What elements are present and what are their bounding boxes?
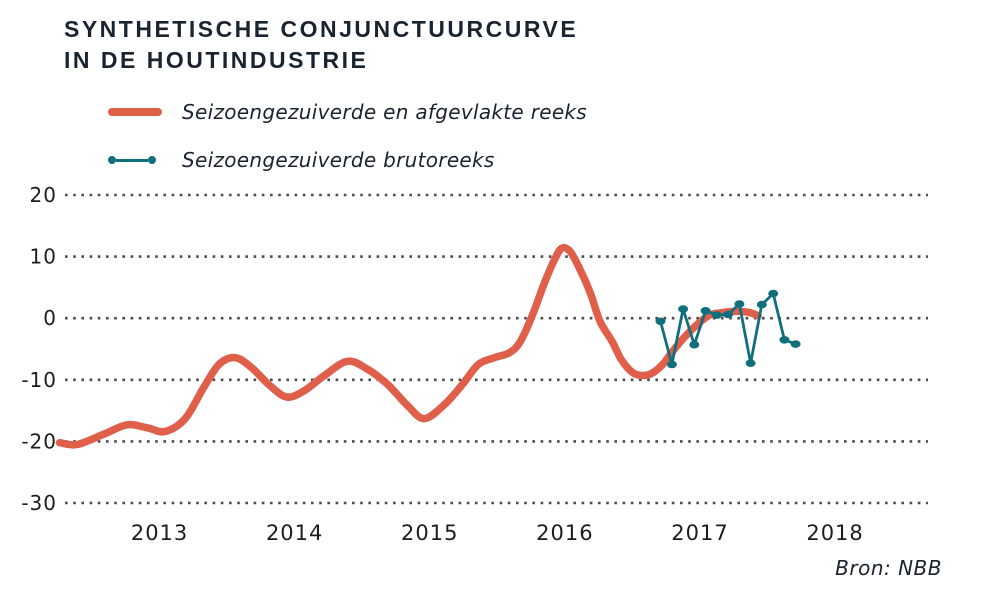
legend-item-gross: Seizoengezuiverde brutoreeks (108, 146, 587, 174)
y-tick-label: 0 (43, 306, 57, 330)
y-tick-label: 20 (30, 183, 57, 207)
x-tick-label: 2013 (131, 521, 188, 545)
y-tick-label: 10 (30, 245, 57, 269)
chart-title-line2: IN DE HOUTINDUSTRIE (64, 47, 369, 73)
chart-title-line1: SYNTHETISCHE CONJUNCTUURCURVE (64, 16, 579, 42)
gross-swatch-dot-right (148, 156, 156, 164)
x-tick-label: 2015 (401, 521, 458, 545)
legend: Seizoengezuiverde en afgevlakte reeks Se… (108, 98, 587, 194)
gross-series-marker (779, 336, 790, 344)
gross-series-marker (666, 360, 677, 369)
x-tick-label: 2018 (806, 521, 863, 545)
y-tick-label: -10 (21, 368, 57, 392)
x-tick-label: 2014 (266, 521, 323, 545)
gross-swatch-wrap (108, 156, 164, 164)
gross-series-marker (734, 300, 745, 308)
legend-item-smoothed: Seizoengezuiverde en afgevlakte reeks (108, 98, 587, 126)
smoothed-line-swatch-icon (108, 108, 162, 116)
gross-series-marker (745, 359, 756, 368)
gross-series-marker (756, 300, 767, 309)
x-tick-label: 2017 (671, 521, 728, 545)
gross-series-marker (768, 289, 779, 298)
source-note: Bron: NBB (835, 556, 942, 580)
chart-title: SYNTHETISCHE CONJUNCTUURCURVE IN DE HOUT… (64, 14, 578, 76)
x-tick-label: 2016 (536, 521, 593, 545)
gross-series-marker (700, 307, 711, 315)
gross-series-marker (689, 340, 700, 349)
gross-swatch-dot-left (108, 156, 116, 164)
legend-label-gross: Seizoengezuiverde brutoreeks (182, 148, 495, 172)
smoothed-swatch-wrap (108, 108, 164, 116)
gross-series-marker (678, 305, 689, 313)
smoothed-series-line (55, 243, 762, 449)
gross-series-marker (790, 340, 801, 348)
gross-series-marker (723, 310, 734, 319)
y-tick-label: -20 (21, 429, 57, 453)
gross-series-marker (655, 317, 666, 326)
y-tick-label: -30 (21, 491, 57, 515)
gross-series-line (659, 292, 797, 366)
legend-label-smoothed: Seizoengezuiverde en afgevlakte reeks (182, 100, 588, 124)
gross-swatch-line (116, 158, 148, 162)
gross-line-swatch-icon (108, 156, 156, 164)
gross-series-marker (711, 311, 722, 319)
